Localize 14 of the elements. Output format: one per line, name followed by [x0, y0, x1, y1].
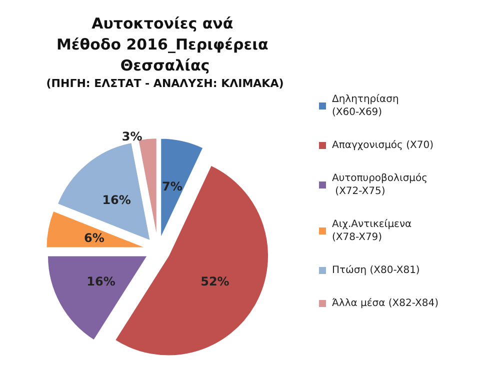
data-label: 7%	[162, 180, 182, 194]
legend-label: Αυτοπυροβολισμός (X72-X75)	[332, 173, 428, 197]
legend-label: Δηλητηρίαση (X60-X69)	[332, 94, 402, 118]
data-label: 16%	[102, 192, 131, 207]
data-label: 6%	[84, 230, 104, 245]
legend-label: Απαγχονισμός (X70)	[332, 140, 434, 151]
legend-label: Αιχ.Αντικείμενα (X78-X79)	[332, 219, 415, 243]
data-label: 16%	[86, 274, 116, 288]
data-label: 3%	[122, 130, 142, 144]
legend-label: Πτώση (X80-X81)	[332, 265, 420, 276]
legend-label: Άλλα μέσα (X82-X84)	[332, 298, 439, 309]
chart-title: Αυτοκτονίες ανά Μέθοδο 2016_Περιφέρεια Θεσσαλίας	[56, 14, 274, 74]
data-label: 52%	[200, 274, 230, 288]
chart-subtitle: (ΠΗΓΗ: ΕΛΣΤΑΤ - ΑΝΑΛΥΣΗ: ΚΛΙΜΑΚΑ)	[46, 77, 284, 90]
